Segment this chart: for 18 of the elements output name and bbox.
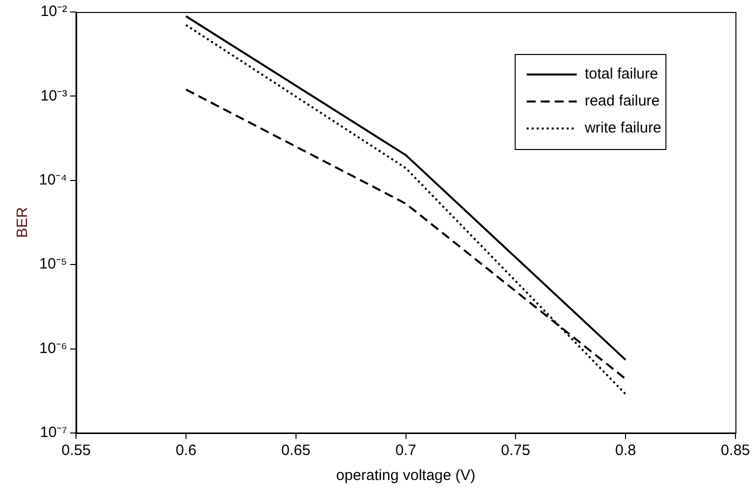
x-tick-label: 0.6 [176,442,196,460]
x-tick-label: 0.7 [395,442,416,460]
y-axis-title: BER [14,206,32,238]
x-tick-label: 0.55 [62,442,91,460]
x-tick-label: 0.85 [720,442,750,460]
legend-label: total failure [584,66,658,83]
legend-label: write failure [584,120,662,137]
legend-label: read failure [584,92,660,110]
x-tick-label: 0.75 [501,442,530,460]
x-axis-title: operating voltage (V) [336,467,476,484]
x-tick-label: 0.8 [615,442,636,460]
y-tick-label: 10⁻⁵ [39,256,68,273]
x-tick-label: 0.65 [281,442,310,460]
y-tick-label: 10⁻⁴ [38,172,68,189]
y-tick-label: 10⁻⁶ [39,340,68,357]
y-tick-label: 10⁻³ [40,87,68,104]
y-tick-label: 10⁻⁷ [40,424,68,442]
y-tick-label: 10⁻² [40,3,68,20]
